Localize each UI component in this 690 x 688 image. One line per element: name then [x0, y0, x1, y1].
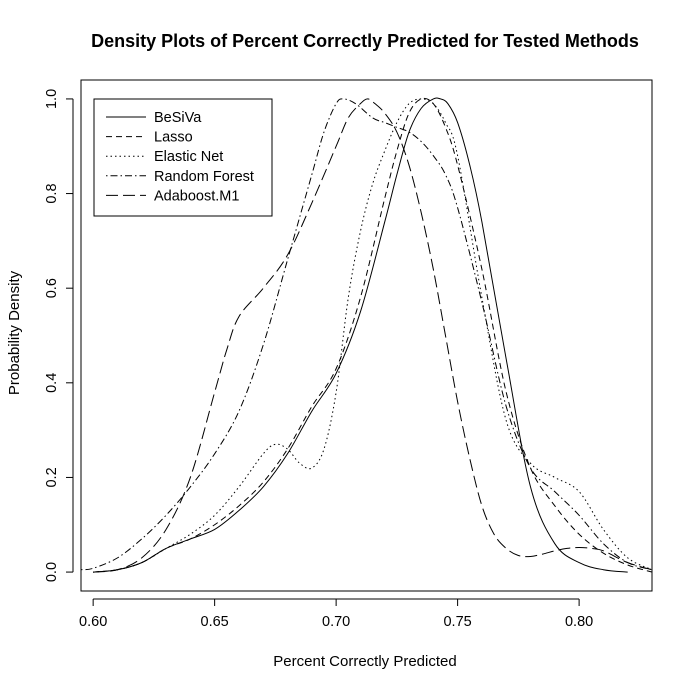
plot-frame	[80, 79, 653, 592]
series-line-adaboost-m1	[93, 98, 653, 573]
series-layer	[80, 97, 653, 573]
y-tick-label: 0.0	[44, 562, 60, 582]
legend-label: Random Forest	[154, 169, 254, 185]
series-line-elastic-net	[93, 98, 653, 573]
legend: BeSiVa Lasso Elastic Net Random Forest Adabo…	[93, 98, 273, 217]
y-tick-label: 0.6	[44, 278, 60, 298]
x-tick-label: 0.70	[322, 614, 350, 630]
x-tick-label: 0.80	[565, 614, 593, 630]
y-tick-label: 1.0	[44, 89, 60, 109]
x-tick-label: 0.60	[79, 614, 107, 630]
series-line-random-forest	[80, 98, 653, 571]
legend-label: Adaboost.M1	[154, 188, 239, 204]
series-line-besiva	[93, 97, 628, 573]
y-tick-label: 0.4	[44, 373, 60, 393]
legend-label: BeSiVa	[154, 110, 202, 126]
legend-label: Elastic Net	[154, 149, 223, 165]
series-line-lasso	[93, 97, 653, 573]
legend-box	[93, 98, 273, 217]
x-axis-label: Percent Correctly Predicted	[273, 653, 456, 670]
y-axis-label: Probability Density	[6, 270, 23, 395]
y-tick-label: 0.8	[44, 183, 60, 203]
x-tick-label: 0.65	[201, 614, 229, 630]
legend-label: Lasso	[154, 130, 193, 146]
x-tick-label: 0.75	[443, 614, 471, 630]
axes: 0.60 0.65 0.70 0.75 0.80 0.0 0.2 0.4 0.6 0.8 1.0	[44, 79, 653, 630]
y-tick-label: 0.2	[44, 467, 60, 487]
chart-title: Density Plots of Percent Correctly Predi…	[91, 31, 639, 51]
